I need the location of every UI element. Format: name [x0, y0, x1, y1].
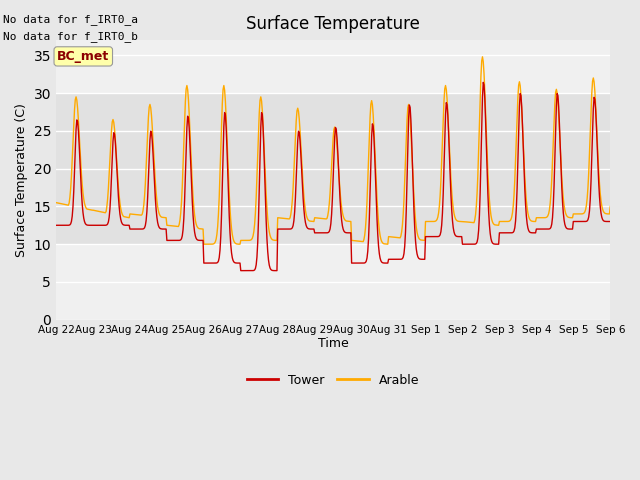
Bar [56, 93, 611, 244]
Text: No data for f_IRT0_b: No data for f_IRT0_b [3, 31, 138, 42]
Title: Surface Temperature: Surface Temperature [246, 15, 420, 33]
Legend: Tower, Arable: Tower, Arable [242, 369, 424, 392]
Text: BC_met: BC_met [57, 50, 109, 63]
Text: No data for f_IRT0_a: No data for f_IRT0_a [3, 14, 138, 25]
Y-axis label: Surface Temperature (C): Surface Temperature (C) [15, 103, 28, 257]
X-axis label: Time: Time [318, 337, 349, 350]
